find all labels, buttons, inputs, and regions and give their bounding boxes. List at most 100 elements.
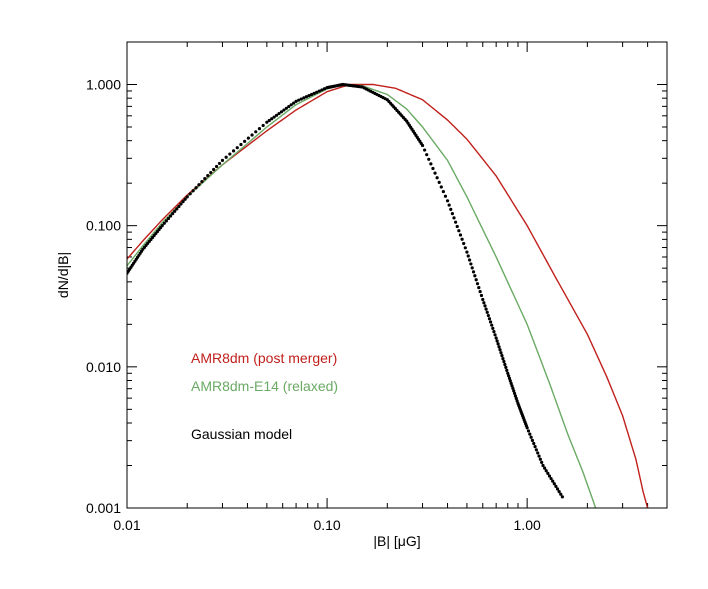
y-tick-label: 0.100 xyxy=(86,218,121,234)
gaussian-model-point xyxy=(467,258,472,262)
gaussian-model-point xyxy=(302,96,306,100)
gaussian-model-point xyxy=(445,199,450,203)
gaussian-model-point xyxy=(437,180,441,184)
gaussian-model-point xyxy=(543,466,547,470)
gaussian-model-point xyxy=(546,471,550,475)
gaussian-model-point xyxy=(304,95,309,99)
gaussian-model-point xyxy=(560,495,564,499)
series-layer xyxy=(127,82,649,508)
gaussian-model-point xyxy=(525,426,529,430)
x-axis-title: |B| [μG] xyxy=(373,533,420,549)
gaussian-model-point xyxy=(289,103,293,107)
gaussian-model-point xyxy=(224,155,228,159)
gaussian-model-point xyxy=(482,301,486,305)
plot-frame xyxy=(126,41,668,509)
gaussian-model-point xyxy=(433,171,437,175)
gaussian-model-point xyxy=(530,438,535,442)
gaussian-model-point xyxy=(287,104,291,109)
gaussian-model-point xyxy=(457,229,461,233)
gaussian-model-point xyxy=(551,479,555,483)
gaussian-model-point xyxy=(443,194,448,198)
gaussian-model-point xyxy=(317,89,321,93)
gaussian-model-point xyxy=(469,262,473,266)
gaussian-model-point xyxy=(506,371,510,375)
gaussian-model-point xyxy=(502,359,506,364)
gaussian-model-point xyxy=(203,177,207,181)
gaussian-model-point xyxy=(220,158,225,162)
gaussian-model-point xyxy=(557,490,561,494)
gaussian-model-point xyxy=(507,374,511,378)
gaussian-model-point xyxy=(171,212,175,216)
gaussian-model-point xyxy=(420,143,425,148)
gaussian-model-point xyxy=(547,474,552,478)
gaussian-model-point xyxy=(162,221,166,225)
gaussian-model-point xyxy=(206,173,210,178)
gaussian-model-point xyxy=(449,207,453,211)
gaussian-model-point xyxy=(494,336,498,340)
gaussian-model-point xyxy=(495,339,499,343)
legend-label-gaussian-model: Gaussian model xyxy=(191,426,292,442)
gaussian-model-point xyxy=(450,212,454,216)
gaussian-model-point xyxy=(528,432,532,436)
gaussian-model-point xyxy=(322,87,327,91)
gaussian-model-point xyxy=(559,492,563,496)
gaussian-model-point xyxy=(243,139,247,143)
gaussian-model-point xyxy=(429,162,433,166)
gaussian-model-point xyxy=(261,123,265,128)
gaussian-model-point xyxy=(492,329,496,334)
gaussian-model-point xyxy=(507,376,512,380)
gaussian-model-point xyxy=(496,342,500,346)
gaussian-model-point xyxy=(425,153,429,157)
gaussian-model-point xyxy=(549,476,553,481)
gaussian-model-point xyxy=(455,224,459,229)
gaussian-model-point xyxy=(486,313,490,318)
gaussian-model-point xyxy=(481,297,485,302)
gaussian-model-point xyxy=(423,148,427,152)
gaussian-model-point xyxy=(191,189,195,193)
gaussian-model-point xyxy=(282,108,286,112)
gaussian-model-point xyxy=(533,445,537,449)
series-gaussian-model xyxy=(127,82,564,499)
gaussian-model-point xyxy=(501,356,505,361)
gaussian-model-point xyxy=(214,164,219,169)
gaussian-model-point xyxy=(257,127,262,131)
gaussian-model-point xyxy=(462,241,466,246)
gaussian-model-point xyxy=(500,354,504,358)
gaussian-model-point xyxy=(185,195,189,199)
gaussian-model-point xyxy=(497,345,501,349)
gaussian-model-point xyxy=(267,118,271,123)
gaussian-model-point xyxy=(454,220,458,224)
gaussian-model-point xyxy=(487,317,492,321)
gaussian-model-point xyxy=(512,391,517,396)
gaussian-model-point xyxy=(555,487,560,491)
gaussian-model-point xyxy=(441,189,445,194)
gaussian-model-point xyxy=(465,250,469,254)
gaussian-model-point xyxy=(488,320,493,324)
gaussian-model-point xyxy=(228,152,232,156)
gaussian-model-point xyxy=(513,394,518,398)
gaussian-model-point xyxy=(532,441,536,446)
gaussian-model-point xyxy=(534,448,538,452)
gaussian-model-point xyxy=(435,176,439,180)
gaussian-model-point xyxy=(194,186,198,190)
gaussian-model-point xyxy=(175,207,179,211)
gaussian-model-point xyxy=(166,216,171,221)
gaussian-model-point xyxy=(510,384,514,388)
gaussian-model-point xyxy=(515,399,519,403)
gaussian-model-point xyxy=(512,389,516,393)
gaussian-model-point xyxy=(235,146,239,150)
gaussian-model-point xyxy=(483,304,487,308)
x-tick-label: 1.00 xyxy=(514,517,541,533)
gaussian-model-point xyxy=(246,136,250,140)
gaussian-model-point xyxy=(477,286,481,290)
gaussian-model-point xyxy=(231,149,236,153)
axis-ticks xyxy=(126,41,668,509)
gaussian-model-point xyxy=(427,157,431,161)
gaussian-model-point xyxy=(511,386,515,390)
gaussian-model-point xyxy=(471,270,476,274)
gaussian-model-point xyxy=(541,463,545,468)
gaussian-model-point xyxy=(188,192,192,196)
gaussian-model-point xyxy=(463,246,467,250)
tick-labels: 0.01 0.10 1.00 0.001 0.010 0.100 1.000 xyxy=(86,76,541,533)
